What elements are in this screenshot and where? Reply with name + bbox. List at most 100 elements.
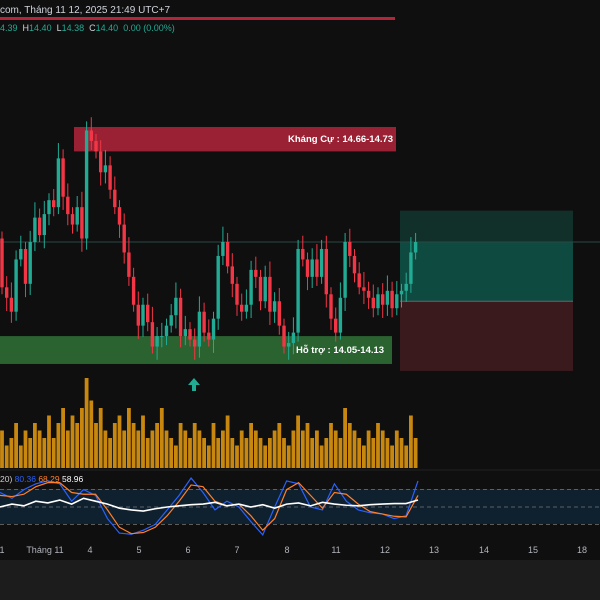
candle-body xyxy=(146,304,150,323)
change-value: 0.00 (0.00%) xyxy=(123,23,175,33)
stoch-d-value: 68.29 xyxy=(38,474,60,484)
high-label: H xyxy=(22,23,30,33)
volume-bar xyxy=(347,423,352,468)
volume-bar xyxy=(61,408,65,468)
volume-bar xyxy=(235,445,239,468)
volume-bar xyxy=(282,438,286,468)
time-tick: Tháng 11 xyxy=(26,545,64,555)
volume-bar xyxy=(310,438,315,468)
candle-body xyxy=(230,266,234,284)
candle-body xyxy=(33,217,37,243)
volume-bar xyxy=(319,445,324,468)
candle-body xyxy=(155,336,159,347)
candle-body xyxy=(61,158,65,197)
volume-bar xyxy=(103,430,108,468)
buy-arrow-icon xyxy=(188,378,200,391)
candle-body xyxy=(305,259,310,277)
volume-bar xyxy=(376,423,380,468)
volume-bar xyxy=(390,445,394,468)
volume-bar xyxy=(413,438,418,468)
candle-body xyxy=(150,322,155,347)
candle-body xyxy=(56,158,61,208)
candle-body xyxy=(113,189,117,208)
open-value: 4.39 xyxy=(0,23,18,33)
candle-body xyxy=(5,287,9,298)
candle-body xyxy=(409,252,413,284)
volume-bar xyxy=(333,430,338,468)
volume-bar xyxy=(33,423,37,468)
volume-bar xyxy=(145,438,150,468)
volume-bar xyxy=(244,438,249,468)
price-chart[interactable] xyxy=(0,0,600,560)
candle-body xyxy=(127,252,131,277)
candle-body xyxy=(47,200,51,215)
candle-body xyxy=(385,290,390,305)
volume-bar xyxy=(183,430,188,468)
chart-header: com, Tháng 11 12, 2025 21:49 UTC+7 xyxy=(0,0,600,18)
candle-body xyxy=(94,140,98,152)
volume-bar xyxy=(202,438,206,468)
time-tick: 8 xyxy=(284,545,290,555)
candle-body xyxy=(338,297,343,333)
high-value: 14.40 xyxy=(29,23,52,33)
candle-body xyxy=(244,304,249,312)
candle-body xyxy=(9,297,14,312)
volume-bar xyxy=(127,408,131,468)
volume-bar xyxy=(155,423,159,468)
volume-bar xyxy=(150,430,155,468)
volume-bar xyxy=(286,445,291,468)
candle-body xyxy=(0,238,4,288)
candle-body xyxy=(99,151,103,173)
candle-body xyxy=(254,269,258,277)
time-tick: 14 xyxy=(478,545,490,555)
stoch-prefix: 20) xyxy=(0,474,13,484)
candle-body xyxy=(268,276,272,312)
stoch-k-value: 80.36 xyxy=(14,474,36,484)
volume-bar xyxy=(178,423,183,468)
candle-body xyxy=(216,255,220,319)
volume-bar xyxy=(9,438,14,468)
candle-body xyxy=(66,196,70,215)
candle-body xyxy=(324,248,328,295)
candle-body xyxy=(28,242,32,284)
candle-body xyxy=(348,242,352,256)
volume-bar xyxy=(84,378,89,468)
candle-body xyxy=(164,325,169,337)
candle-body xyxy=(42,214,46,236)
time-tick: 4 xyxy=(87,545,93,555)
candle-body xyxy=(169,315,173,326)
volume-bar xyxy=(23,430,28,468)
candle-body xyxy=(211,318,216,340)
stoch-band xyxy=(0,489,600,524)
stoch-k-line xyxy=(0,477,419,536)
candle-body xyxy=(23,248,28,284)
volume-bar xyxy=(28,438,33,468)
candle-body xyxy=(371,297,375,309)
candle-body xyxy=(282,325,286,347)
volume-bar xyxy=(112,423,117,468)
volume-bar xyxy=(42,438,47,468)
candle-body xyxy=(352,255,357,274)
bottom-toolbar xyxy=(0,560,600,600)
volume-bar xyxy=(94,423,98,468)
volume-bar xyxy=(75,423,80,468)
candle-body xyxy=(19,248,23,260)
candle-body xyxy=(366,290,371,298)
volume-bar xyxy=(225,415,230,468)
time-tick: 6 xyxy=(185,545,191,555)
volume-bar xyxy=(37,430,42,468)
candle-body xyxy=(141,304,145,326)
volume-bar xyxy=(80,408,84,468)
candle-body xyxy=(249,269,253,305)
low-value: 14.38 xyxy=(61,23,85,33)
stop-zone xyxy=(400,301,573,371)
volume-bar xyxy=(136,430,141,468)
time-tick: 12 xyxy=(379,545,391,555)
candle-body xyxy=(357,273,361,288)
candle-body xyxy=(174,297,178,316)
candle-body xyxy=(131,276,136,305)
volume-bar xyxy=(211,423,216,468)
candle-body xyxy=(70,214,75,225)
candle-body xyxy=(240,304,244,312)
volume-bar xyxy=(291,430,296,468)
